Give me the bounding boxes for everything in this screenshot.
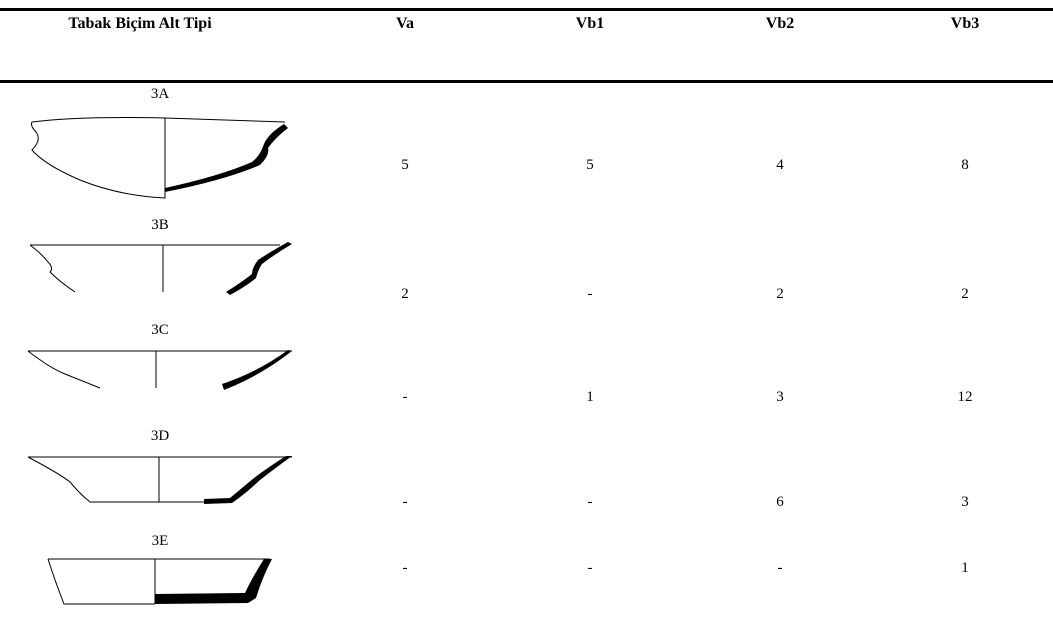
cell-3a-vb3: 8 (961, 157, 969, 173)
cell-3a-va: 5 (401, 157, 409, 173)
cell-3d-vb2: 6 (776, 494, 784, 510)
table-top-rule (0, 8, 1053, 11)
header-vb2: Vb2 (765, 15, 795, 32)
cell-3e-vb2: - (777, 560, 783, 576)
cell-3b-va: 2 (401, 286, 409, 302)
header-vb1: Vb1 (575, 15, 605, 32)
bowl-profile-3e-icon (47, 558, 272, 605)
cell-3b-vb3: 2 (961, 286, 969, 302)
cell-3c-vb1: 1 (586, 389, 594, 405)
cell-3d-vb3: 3 (961, 494, 969, 510)
header-vb3: Vb3 (950, 15, 980, 32)
row-label-3b: 3B (151, 217, 169, 233)
bowl-profile-3d-icon (27, 456, 292, 504)
row-label-3a: 3A (150, 86, 170, 102)
cell-3c-vb2: 3 (776, 389, 784, 405)
cell-3b-vb1: - (587, 286, 593, 302)
cell-3a-vb1: 5 (586, 157, 594, 173)
cell-3e-vb1: - (587, 560, 593, 576)
header-va: Va (395, 15, 415, 32)
header-form-subtype: Tabak Biçim Alt Tipi (68, 15, 212, 32)
cell-3c-vb3: 12 (957, 389, 973, 405)
bowl-profile-3a-icon (31, 117, 288, 199)
row-label-3e: 3E (151, 533, 169, 549)
row-label-3c: 3C (151, 322, 169, 338)
cell-3b-vb2: 2 (776, 286, 784, 302)
bowl-profile-3c-icon (27, 350, 292, 390)
cell-3d-vb1: - (587, 494, 593, 510)
cell-3e-vb3: 1 (961, 560, 969, 576)
row-label-3d: 3D (150, 428, 170, 444)
bowl-profile-3b-icon (29, 242, 292, 295)
cell-3d-va: - (402, 494, 408, 510)
cell-3e-va: - (402, 560, 408, 576)
table-header-rule (0, 80, 1053, 83)
cell-3c-va: - (402, 389, 408, 405)
cell-3a-vb2: 4 (776, 157, 784, 173)
